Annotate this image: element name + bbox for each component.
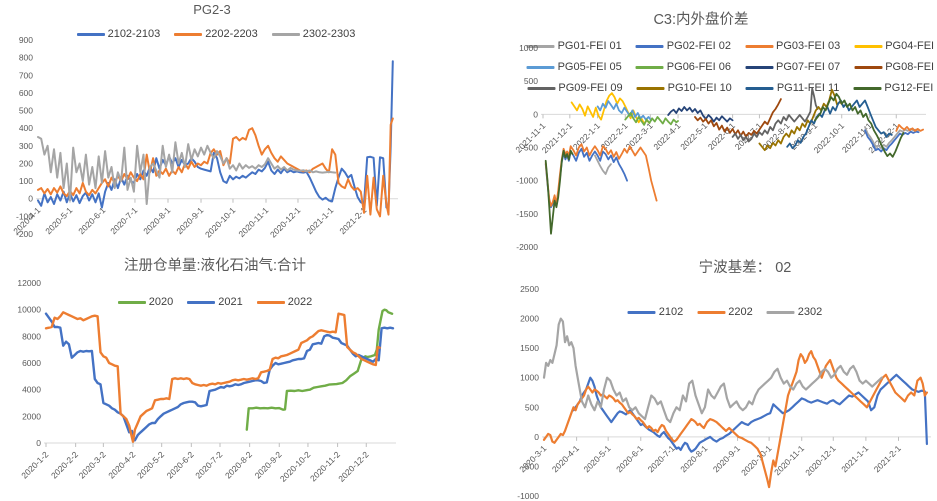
series-line-2202 — [542, 349, 928, 489]
chart-plot-ningbo-basis: 2020-3-1 2020-4-1 2020-5-1 2020-6-1 2020-7-1… — [517, 284, 931, 501]
series-line-PG12-FEI 12 — [813, 92, 905, 158]
y-tick-label: -1500 — [516, 209, 538, 219]
x-tick-label: 2022-4-1 — [651, 120, 682, 151]
chart-plot-c3-spread: 2021-11-12021-12-12022-1-12022-2-12022-3… — [513, 43, 926, 250]
x-tick-label: 2020-6-2 — [165, 449, 196, 480]
x-tick-label: 2022-5-1 — [678, 120, 709, 151]
y-tick-label: 900 — [19, 35, 33, 45]
series-line-2022 — [44, 311, 381, 443]
y-tick-label: 0 — [36, 438, 41, 448]
series-line-PG05-FEI 05 — [596, 100, 653, 122]
y-tick-label: 4000 — [22, 385, 41, 395]
y-tick-label: 500 — [524, 76, 538, 86]
x-tick-label: 2020-1-2 — [19, 449, 50, 480]
series-line-PG12-FEI 12 — [544, 149, 574, 235]
y-tick-label: 10000 — [17, 305, 41, 315]
y-tick-label: -1000 — [517, 491, 539, 501]
y-tick-label: 1500 — [520, 343, 539, 353]
x-tick-label: 2020-12-1 — [268, 205, 303, 240]
x-tick-label: 2020-6-1 — [76, 205, 107, 236]
series-line-2302 — [542, 317, 883, 424]
series-line-2021 — [44, 312, 395, 442]
y-tick-label: 300 — [19, 141, 33, 151]
x-tick-label: 2020-4-1 — [550, 443, 581, 474]
chart-plot-warehouse-receipts: 2020-1-22020-2-22020-3-22020-4-22020-5-2… — [17, 278, 396, 484]
series-line-PG08-FEI 08 — [694, 98, 782, 138]
y-tick-label: 0 — [534, 432, 539, 442]
y-tick-label: 0 — [28, 194, 33, 204]
chart-title-ningbo-basis: 宁波基差： 02 — [698, 260, 792, 276]
x-tick-label: 2020-10-1 — [203, 205, 238, 240]
chart-title-c3-spread: C3:内外盘价差 — [653, 12, 749, 28]
x-tick-label: 2021-2-1 — [872, 443, 903, 474]
y-tick-label: -1000 — [516, 176, 538, 186]
x-tick-label: 2022-3-1 — [624, 120, 655, 151]
y-tick-label: 500 — [19, 106, 33, 116]
x-tick-label: 2020-11-1 — [236, 205, 270, 239]
x-tick-label: 2020-5-2 — [135, 449, 166, 480]
y-tick-label: 2000 — [22, 411, 41, 421]
x-tick-label: 2020-9-1 — [174, 205, 205, 236]
series-line-2102 — [572, 373, 928, 453]
x-tick-label: 2021-1-1 — [839, 443, 870, 474]
series-line-PG04-FEI 04 — [570, 92, 651, 125]
chart-cell-pg2-3: PG2-3 2102-2103 2202-2203 2302-2303 2020-4… — [0, 0, 468, 250]
series-line-PG01-FEI 01 — [594, 154, 612, 175]
y-tick-label: 600 — [19, 88, 33, 98]
series-line-PG07-FEI 07 — [667, 106, 734, 123]
chart-title-pg2-3: PG2-3 — [193, 2, 231, 17]
chart-title-warehouse-receipts: 注册仓单量:液化石油气:合计 — [123, 258, 307, 274]
series-line-2202-2203 — [37, 117, 394, 218]
series-line-PG11-FEI 11 — [786, 99, 893, 150]
y-tick-label: 500 — [525, 402, 539, 412]
y-tick-label: 6000 — [22, 358, 41, 368]
x-tick-label: 2020-8-2 — [223, 449, 254, 480]
y-tick-label: 8000 — [22, 331, 41, 341]
x-tick-label: 2020-3-2 — [77, 449, 108, 480]
series-line-2102-2103 — [37, 60, 394, 210]
x-tick-label: 2020-5-1 — [581, 443, 612, 474]
chart-cell-warehouse-receipts: 注册仓单量:液化石油气:合计 2020 2021 2022 2020-1-2 2020… — [0, 250, 468, 501]
y-tick-label: 2000 — [520, 314, 539, 324]
series-line-PG02-FEI 02 — [864, 129, 920, 153]
y-tick-label: 700 — [19, 70, 33, 80]
y-tick-label: 400 — [19, 123, 33, 133]
x-tick-label: 2020-7-1 — [646, 443, 677, 474]
y-tick-label: 1000 — [520, 373, 539, 383]
x-tick-label: 2020-7-2 — [193, 449, 224, 480]
y-tick-label: -200 — [16, 229, 33, 239]
x-tick-label: 2020-12-2 — [336, 449, 371, 484]
x-tick-label: 2020-10-2 — [278, 449, 313, 484]
series-line-PG09-FEI 09 — [731, 87, 819, 143]
y-tick-label: 200 — [19, 158, 33, 168]
y-tick-label: 0 — [533, 109, 538, 119]
chart-plot-pg2-3: 2020-4-1 2020-5-1 2020-6-1 2020-7-1 2020-8-1… — [11, 35, 398, 240]
y-tick-label: -500 — [522, 461, 539, 471]
y-tick-label: 12000 — [17, 278, 41, 288]
chart-cell-c3-spread: C3:内外盘价差 PG01-FEI 01 PG02-FEI 02 PG03-FEI … — [468, 0, 937, 250]
x-tick-label: 2021-1-1 — [304, 205, 335, 236]
x-tick-label: 2020-6-1 — [614, 443, 645, 474]
series-line-PG06-FEI 06 — [624, 112, 679, 126]
x-tick-label: 2020-12-1 — [803, 443, 838, 478]
y-tick-label: -2000 — [516, 242, 538, 250]
x-tick-label: 2020-7-1 — [108, 205, 139, 236]
y-tick-label: 2500 — [520, 284, 539, 294]
x-tick-label: 2020-4-2 — [106, 449, 137, 480]
y-tick-label: -500 — [521, 143, 538, 153]
y-tick-label: -100 — [16, 211, 33, 221]
y-tick-label: 100 — [19, 176, 33, 186]
x-tick-label: 2020-2-2 — [49, 449, 80, 480]
chart-cell-ningbo-basis: 宁波基差： 02 2102 2202 2302 2020-3-1 2020-4-1 20… — [468, 250, 937, 501]
y-tick-label: 1000 — [519, 43, 538, 53]
series-line-2302-2303 — [37, 136, 337, 205]
series-line-2020 — [245, 308, 394, 431]
series-line-PG03-FEI 03 — [895, 124, 925, 132]
x-tick-label: 2020-8-1 — [141, 205, 172, 236]
x-tick-label: 2020-9-1 — [711, 443, 742, 474]
y-tick-label: 800 — [19, 53, 33, 63]
x-tick-label: 2020-5-1 — [43, 205, 74, 236]
